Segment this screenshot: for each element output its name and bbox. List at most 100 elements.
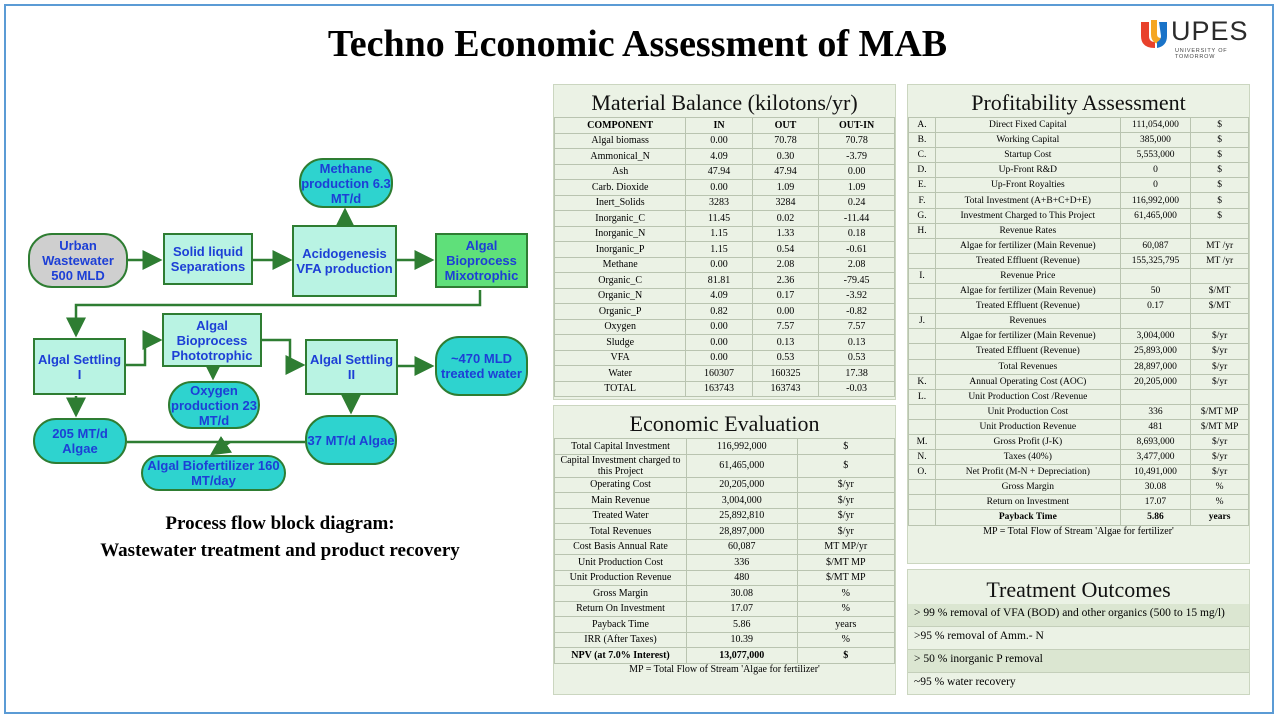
table-cell: Organic_C xyxy=(554,272,687,289)
table-cell: Total Revenues xyxy=(554,523,687,540)
table-cell: 116,992,000 xyxy=(686,438,798,455)
table-cell: 7.57 xyxy=(751,318,820,335)
table-cell: $ xyxy=(796,438,895,455)
table-cell: O. xyxy=(908,464,936,481)
oxygen-production-node: Oxygen production 23 MT/d xyxy=(168,381,260,429)
column-header: IN xyxy=(685,117,753,134)
economic-evaluation-title: Economic Evaluation xyxy=(629,411,820,436)
table-row: Gross Margin 30.08% xyxy=(554,585,895,602)
table-cell: 160325 xyxy=(751,365,820,382)
table-cell: Annual Operating Cost (AOC) xyxy=(935,373,1121,390)
table-cell xyxy=(1190,222,1249,239)
table-row: TOTAL 163743 163743 -0.03 xyxy=(554,380,895,397)
table-cell: 25,893,000 xyxy=(1119,343,1192,360)
table-row: Inorganic_N 1.15 1.33 0.18 xyxy=(554,225,895,242)
table-cell: 1.15 xyxy=(685,241,753,258)
table-cell: Net Profit (M-N + Depreciation) xyxy=(935,464,1121,481)
table-row: Unit Production Cost 336 $/MT MP xyxy=(908,403,1249,420)
table-cell: 3,004,000 xyxy=(1119,328,1192,345)
table-cell: TOTAL xyxy=(554,380,687,397)
table-cell: 155,325,795 xyxy=(1119,252,1192,269)
table-cell: Inert_Solids xyxy=(554,194,687,211)
table-row: Main Revenue 3,004,000 $/yr xyxy=(554,492,895,509)
table-cell: Gross Margin xyxy=(554,585,687,602)
table-cell: L. xyxy=(908,388,936,405)
profitability-table: A. Direct Fixed Capital 111,054,000 $ B. Work… xyxy=(908,116,1249,526)
table-cell: Organic_N xyxy=(554,287,687,304)
table-cell: $/yr xyxy=(1190,328,1249,345)
table-cell: Return on Investment xyxy=(935,494,1121,511)
material-balance-header-row: COMPONENT IN OUT OUT-IN xyxy=(554,117,895,134)
outcome-item: > 99 % removal of VFA (BOD) and other or… xyxy=(908,604,1249,627)
table-row: Water 160307 160325 17.38 xyxy=(554,365,895,382)
table-cell: 0 xyxy=(1119,162,1192,179)
table-cell: 0.00 xyxy=(685,334,753,351)
table-cell: 20,205,000 xyxy=(1119,373,1192,390)
table-row: C. Startup Cost 5,553,000 $ xyxy=(908,147,1249,164)
table-cell: 0.53 xyxy=(751,349,820,366)
table-cell: Revenue Rates xyxy=(935,222,1121,239)
table-cell: 0.00 xyxy=(685,132,753,149)
table-row: N. Taxes (40%) 3,477,000 $/yr xyxy=(908,449,1249,466)
table-row: Algae for fertilizer (Main Revenue) 60,08… xyxy=(908,237,1249,254)
table-cell: Operating Cost xyxy=(554,476,687,493)
table-row: F. Total Investment (A+B+C+D+E) 116,992,00… xyxy=(908,192,1249,209)
table-cell: 2.08 xyxy=(818,256,895,273)
table-cell: 0.00 xyxy=(685,256,753,273)
table-row: B. Working Capital 385,000 $ xyxy=(908,132,1249,149)
table-cell: 11.45 xyxy=(685,210,753,227)
outcome-item: >95 % removal of Amm.- N xyxy=(908,627,1249,650)
table-cell: Total Investment (A+B+C+D+E) xyxy=(935,192,1121,209)
table-row: Ash 47.94 47.94 0.00 xyxy=(554,163,895,180)
table-row: Carb. Dioxide 0.00 1.09 1.09 xyxy=(554,179,895,196)
table-cell xyxy=(908,494,936,511)
table-cell: 2.08 xyxy=(751,256,820,273)
table-cell: $/yr xyxy=(1190,433,1249,451)
arrow-mixo-settle1 xyxy=(66,290,482,338)
treatment-outcomes-title: Treatment Outcomes xyxy=(986,577,1171,602)
table-row: Return on Investment 17.07% xyxy=(908,494,1249,511)
upes-tagline: UNIVERSITY OF TOMORROW xyxy=(1175,48,1228,60)
table-row: Total Revenues 28,897,000 $/yr xyxy=(554,523,895,540)
table-cell: 8,693,000 xyxy=(1119,433,1192,451)
table-row: I. Revenue Price xyxy=(908,267,1249,285)
table-cell: $ xyxy=(796,453,895,478)
table-cell: 0.17 xyxy=(751,287,820,304)
outcome-item: ~95 % water recovery xyxy=(908,673,1249,694)
algal-biofertilizer-node: Algal Biofertilizer 160 MT/day xyxy=(141,455,286,491)
table-cell: 163743 xyxy=(751,380,820,397)
table-cell: MT /yr xyxy=(1190,237,1249,254)
table-row: O. Net Profit (M-N + Depreciation) 10,491,… xyxy=(908,464,1249,481)
caption-line-2: Wastewater treatment and product recover… xyxy=(100,540,460,561)
table-row: Payback Time 5.86 years xyxy=(908,509,1249,526)
table-cell: 0.00 xyxy=(685,349,753,366)
arrow-to-biofert xyxy=(209,435,233,456)
upes-logo: UPES UNIVERSITY OF TOMORROW xyxy=(1135,14,1265,62)
diagram-caption: Process flow block diagram: Wastewater t… xyxy=(20,510,540,564)
table-row: NPV (at 7.0% Interest) 13,077,000 $ xyxy=(554,647,895,664)
caption-line-1: Process flow block diagram: xyxy=(165,513,395,534)
table-cell xyxy=(908,358,936,375)
table-cell: 0.13 xyxy=(818,334,895,351)
table-cell: 1.33 xyxy=(751,225,820,242)
table-cell: 3,477,000 xyxy=(1119,449,1192,466)
table-cell: 3284 xyxy=(751,194,820,211)
table-row: Treated Effluent (Revenue) 155,325,795 MT … xyxy=(908,252,1249,269)
table-cell: % xyxy=(1190,494,1249,511)
profitability-footnote: MP = Total Flow of Stream 'Algae for fer… xyxy=(983,525,1174,537)
table-cell: J. xyxy=(908,313,936,330)
table-cell: $/yr xyxy=(796,507,895,524)
table-cell xyxy=(908,403,936,420)
table-cell: Treated Water xyxy=(554,507,687,524)
table-cell: Main Revenue xyxy=(554,492,687,509)
material-balance-panel: Material Balance (kilotons/yr) COMPONENT… xyxy=(553,84,896,400)
table-cell: $/yr xyxy=(796,523,895,540)
table-cell: Unit Production Cost xyxy=(935,403,1121,420)
table-row: A. Direct Fixed Capital 111,054,000 $ xyxy=(908,116,1249,134)
material-balance-table: COMPONENT IN OUT OUT-IN Algal biomass 0.00 70… xyxy=(554,117,895,397)
table-cell: Inorganic_N xyxy=(554,225,687,242)
table-cell: $/MT MP xyxy=(796,554,895,571)
table-cell: Payback Time xyxy=(935,509,1121,526)
table-cell: Treated Effluent (Revenue) xyxy=(935,343,1121,360)
slide-frame xyxy=(4,4,1274,714)
